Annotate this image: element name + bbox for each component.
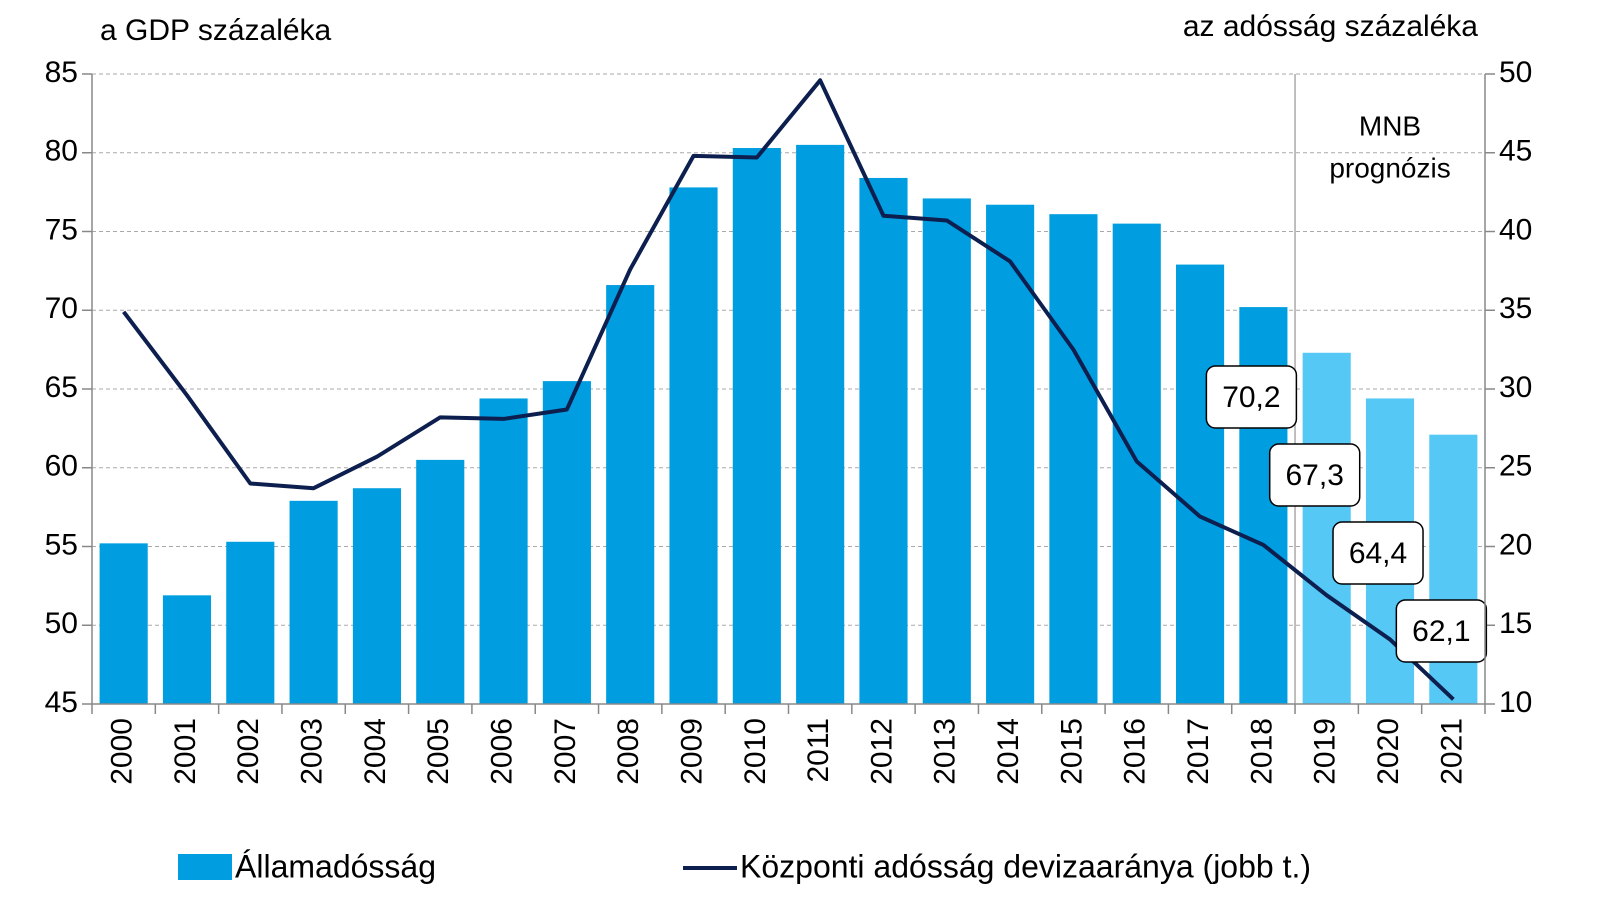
- x-tick-label: 2009: [675, 718, 708, 785]
- y2-tick-label: 15: [1499, 607, 1532, 640]
- x-tick-label: 2017: [1182, 718, 1215, 785]
- x-tick-label: 2003: [296, 718, 329, 785]
- value-label-box: [1268, 443, 1361, 507]
- annotation: prognózis: [1329, 152, 1450, 183]
- y-tick-label: 80: [45, 135, 78, 168]
- x-tick-label: 2018: [1245, 718, 1278, 785]
- bar: [796, 144, 845, 704]
- x-tick-label: 2013: [929, 718, 962, 785]
- bar: [1429, 434, 1478, 704]
- x-tick-label: 2008: [612, 718, 645, 785]
- bar: [1049, 214, 1098, 705]
- value-label: 64,4: [1349, 537, 1407, 570]
- x-tick-label: 2010: [739, 718, 772, 785]
- x-tick-label: 2006: [485, 718, 518, 785]
- y2-tick-label: 20: [1499, 528, 1532, 561]
- legend-swatch: [178, 854, 232, 880]
- value-label: 62,1: [1412, 615, 1470, 648]
- y2-tick-label: 10: [1499, 686, 1532, 719]
- y-axis-title: a GDP százaléka: [100, 14, 332, 47]
- x-tick-label: 2016: [1119, 718, 1152, 785]
- y-tick-label: 75: [45, 213, 78, 246]
- x-tick-label: 2002: [232, 718, 265, 785]
- x-tick-label: 2007: [549, 718, 582, 785]
- bar: [986, 204, 1035, 704]
- x-tick-label: 2000: [106, 718, 139, 785]
- bar: [289, 500, 338, 704]
- y2-tick-label: 25: [1499, 450, 1532, 483]
- value-label-box: [1332, 521, 1424, 585]
- bar: [162, 595, 212, 704]
- x-tick-label: 2014: [992, 718, 1025, 785]
- y-tick-label: 60: [45, 450, 78, 483]
- y2-tick-label: 35: [1499, 292, 1532, 325]
- bar: [479, 398, 528, 704]
- value-label-box: [1395, 599, 1488, 663]
- y2-tick-label: 50: [1499, 56, 1532, 89]
- y2-tick-label: 45: [1499, 135, 1532, 168]
- x-tick-label: 2012: [865, 718, 898, 785]
- bar: [99, 543, 148, 704]
- x-tick-label: 2015: [1055, 718, 1088, 785]
- y-tick-label: 55: [45, 528, 78, 561]
- bar: [732, 148, 781, 704]
- y2-tick-label: 40: [1499, 213, 1532, 246]
- bar: [352, 488, 401, 704]
- value-label-box: [1205, 365, 1298, 429]
- y2-tick-label: 30: [1499, 371, 1532, 404]
- x-tick-label: 2020: [1372, 718, 1405, 785]
- x-tick-label: 2005: [422, 718, 455, 785]
- y-tick-label: 65: [45, 371, 78, 404]
- value-label: 67,3: [1286, 459, 1344, 492]
- line: [122, 78, 1455, 701]
- bar: [859, 177, 908, 704]
- x-tick-label: 2019: [1309, 718, 1342, 785]
- bar: [1176, 264, 1225, 704]
- x-tick-label: 2011: [802, 718, 835, 783]
- y-tick-label: 85: [45, 56, 78, 89]
- bar: [416, 459, 465, 704]
- x-tick-label: 2021: [1435, 718, 1468, 785]
- bar: [226, 541, 275, 704]
- value-label: 70,2: [1222, 381, 1280, 414]
- legend-label: Államadósság: [235, 848, 436, 884]
- bar: [922, 198, 971, 705]
- y2-axis-title: az adósság százaléka: [1183, 10, 1478, 43]
- bar: [669, 187, 718, 704]
- y-tick-label: 70: [45, 292, 78, 325]
- y-tick-label: 50: [45, 607, 78, 640]
- x-tick-label: 2004: [359, 718, 392, 785]
- bar: [606, 285, 655, 704]
- legend-label: Központi adósság devizaaránya (jobb t.): [740, 848, 1311, 884]
- y-tick-label: 45: [45, 686, 78, 719]
- x-tick-label: 2001: [169, 718, 202, 785]
- bar: [542, 381, 591, 704]
- annotation: MNB: [1359, 110, 1421, 141]
